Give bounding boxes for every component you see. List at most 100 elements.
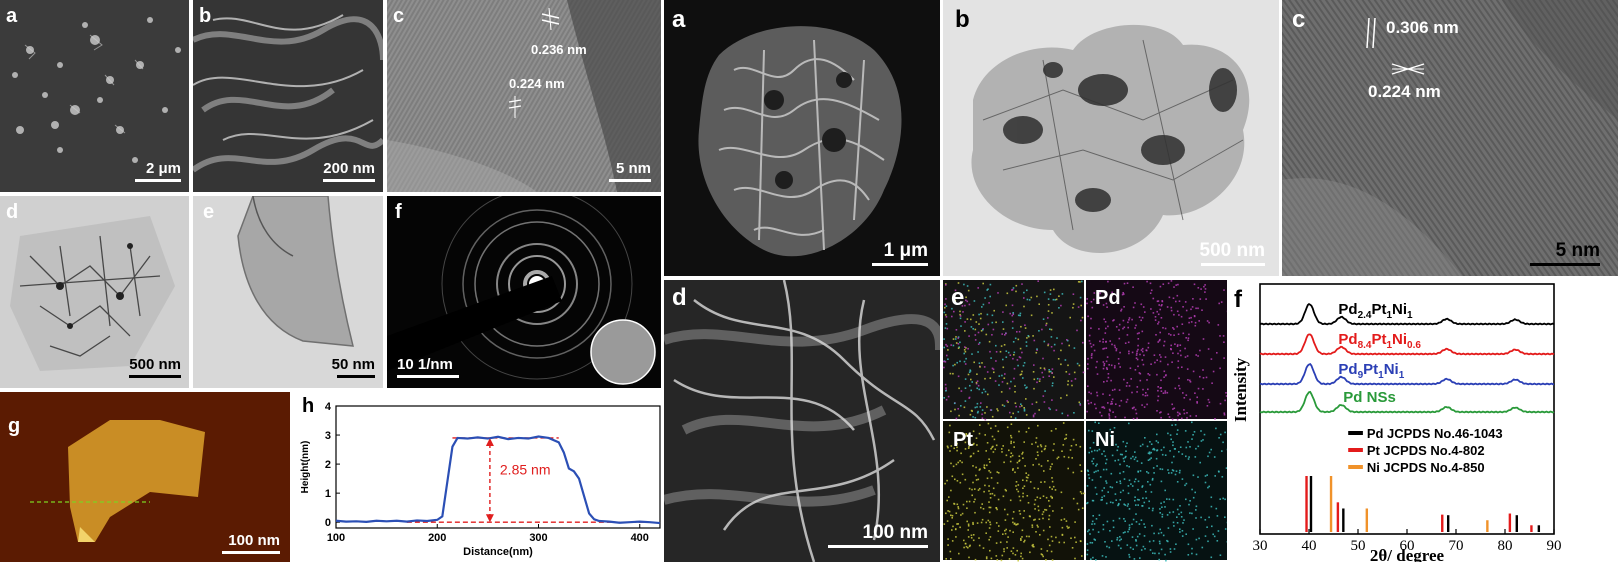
panel-label: b <box>955 6 970 33</box>
scale-bar-text: 5 nm <box>615 160 651 177</box>
panel-label: e <box>951 284 965 311</box>
xrd-pattern-line <box>1259 303 1555 326</box>
left-panel-b-sem-closeup: b 200 nm <box>193 0 383 192</box>
panel-label: d <box>6 201 19 223</box>
xrd-pattern-line <box>1259 390 1555 414</box>
y-tick-label: 1 <box>325 488 331 500</box>
x-tick-label: 30 <box>1253 538 1268 554</box>
scale-bar: 100 nm <box>222 533 280 554</box>
afm-height-image <box>0 392 290 562</box>
xrd-series-label: Pd8.4Pt1Ni0.6 <box>1338 331 1421 351</box>
left-panel-g-afm: g 100 nm <box>0 392 290 562</box>
right-panel-c-hrtem: c 0.306 nm 0.224 nm 5 nm <box>1282 0 1618 276</box>
scale-bar: 5 nm <box>609 161 651 182</box>
lattice-spacing-label: 0.236 nm <box>531 42 587 57</box>
xrd-series-label: Pd9Pt1Ni1 <box>1338 361 1404 381</box>
x-tick-label: 60 <box>1400 538 1415 554</box>
scale-bar-text: 5 nm <box>1555 240 1600 261</box>
height-annotation: 2.85 nm <box>500 461 551 477</box>
plot-frame <box>335 405 661 529</box>
height-arrow-head <box>485 437 494 446</box>
right-panel-a-sem: a 1 μm <box>664 0 940 276</box>
eds-map-label-pt: Pt <box>953 429 973 451</box>
x-tick-label: 100 <box>327 532 345 544</box>
y-tick-label: 2 <box>325 459 331 471</box>
scale-bar-text: 50 nm <box>331 356 375 373</box>
lattice-spacing-marker <box>1366 17 1376 49</box>
left-panel-a-sem-overview: a 2 μm <box>0 0 189 192</box>
panel-label: b <box>199 5 212 27</box>
xrd-series-label: Pd NSs <box>1343 389 1396 406</box>
xrd-series-label: Pd2.4Pt1Ni1 <box>1338 301 1413 321</box>
eds-map-pt <box>943 421 1085 562</box>
scale-bar: 100 nm <box>828 522 928 548</box>
eds-map-label-pd: Pd <box>1095 287 1121 309</box>
panel-label: g <box>8 415 21 437</box>
x-tick-label: 70 <box>1449 538 1464 554</box>
y-tick-label: 4 <box>325 401 332 413</box>
x-tick-label: 300 <box>529 532 547 544</box>
panel-label: f <box>395 201 402 223</box>
xrd-pattern-chart: 30 40 50 60 70 80 90 2θ/ degree Intensity Pd2.4Pt… <box>1231 283 1562 562</box>
panel-label: a <box>672 6 686 33</box>
height-profile-chart: 100 200 300 400 0 1 2 3 4 Distance(nm) Height(nm) 2… <box>300 401 661 558</box>
panel-label: e <box>203 201 215 223</box>
x-tick-label: 50 <box>1351 538 1366 554</box>
right-panel-e-eds-maps: e Pd Pt Ni <box>943 280 1227 562</box>
panel-label: h <box>302 395 315 417</box>
left-panel-c-hrtem: c 0.236 nm 0.224 nm 5 nm <box>387 0 661 192</box>
scale-bar: 500 nm <box>1200 240 1265 266</box>
scale-bar-text: 10 1/nm <box>397 356 453 373</box>
scale-bar: 500 nm <box>129 357 181 378</box>
eds-map-ni <box>1086 421 1227 562</box>
left-panel-h-height-profile: h 100 200 300 400 0 1 2 3 4 Distance(nm) Height(nm… <box>294 392 664 562</box>
scale-bar-text: 200 nm <box>323 160 375 177</box>
right-panel-f-xrd: f 30 40 50 60 70 80 90 2θ/ degree Intensity Pd2.4… <box>1228 280 1618 562</box>
eds-map-overlay <box>943 280 1085 421</box>
scale-bar-text: 100 nm <box>228 532 280 549</box>
panel-label: c <box>393 5 405 27</box>
y-axis-label: Intensity <box>1231 357 1250 422</box>
height-arrow-head <box>485 514 494 523</box>
x-tick-label: 400 <box>631 532 649 544</box>
sem-sheet-image <box>193 0 383 192</box>
x-axis-label: 2θ/ degree <box>1370 546 1445 562</box>
reference-legend-label: Pt JCPDS No.4-802 <box>1367 443 1485 458</box>
xrd-pattern-line <box>1259 333 1555 356</box>
left-panel-e-tem-sheet: e 50 nm <box>193 196 383 388</box>
lattice-spacing-label: 0.306 nm <box>1386 18 1459 37</box>
xrd-pattern-line <box>1259 363 1555 386</box>
eds-map-pd <box>1086 280 1227 421</box>
left-panel-d-tem: d 500 nm <box>0 196 189 388</box>
reference-legend-label: Ni JCPDS No.4-850 <box>1367 460 1485 475</box>
scale-bar: 2 μm <box>135 161 181 182</box>
tem-assembly-image <box>943 0 1279 276</box>
x-tick-label: 200 <box>428 532 446 544</box>
scale-bar: 50 nm <box>332 357 375 378</box>
right-panel-d-haadf: d 100 nm <box>664 280 940 562</box>
tem-single-sheet-image <box>193 196 383 388</box>
hrtem-lattice-image <box>387 0 661 192</box>
x-tick-label: 80 <box>1498 538 1513 554</box>
scale-bar-text: 2 μm <box>145 160 181 177</box>
sem-flakes-image <box>0 0 189 192</box>
reference-legend-label: Pd JCPDS No.46-1043 <box>1367 426 1503 441</box>
scale-bar-text: 500 nm <box>1199 240 1265 261</box>
y-tick-label: 0 <box>325 517 331 529</box>
scale-bar-text: 500 nm <box>129 356 181 373</box>
scale-bar: 1 μm <box>872 240 928 266</box>
sem-wrinkled-assembly-image <box>664 0 940 276</box>
lattice-spacing-marker <box>508 96 522 118</box>
scale-bar-text: 1 μm <box>883 240 928 261</box>
panel-label: d <box>672 284 687 311</box>
scale-bar-text: 100 nm <box>862 522 928 543</box>
left-panel-f-saed: f 10 1/nm <box>387 196 661 388</box>
x-tick-label: 90 <box>1547 538 1562 554</box>
lattice-spacing-marker <box>1391 63 1425 75</box>
eds-elemental-maps <box>943 280 1227 562</box>
panel-label: a <box>6 5 18 27</box>
x-axis-label: Distance(nm) <box>463 546 533 558</box>
scale-bar: 200 nm <box>323 161 375 182</box>
y-axis-label: Height(nm) <box>300 441 311 494</box>
lattice-spacing-label: 0.224 nm <box>1368 82 1441 101</box>
